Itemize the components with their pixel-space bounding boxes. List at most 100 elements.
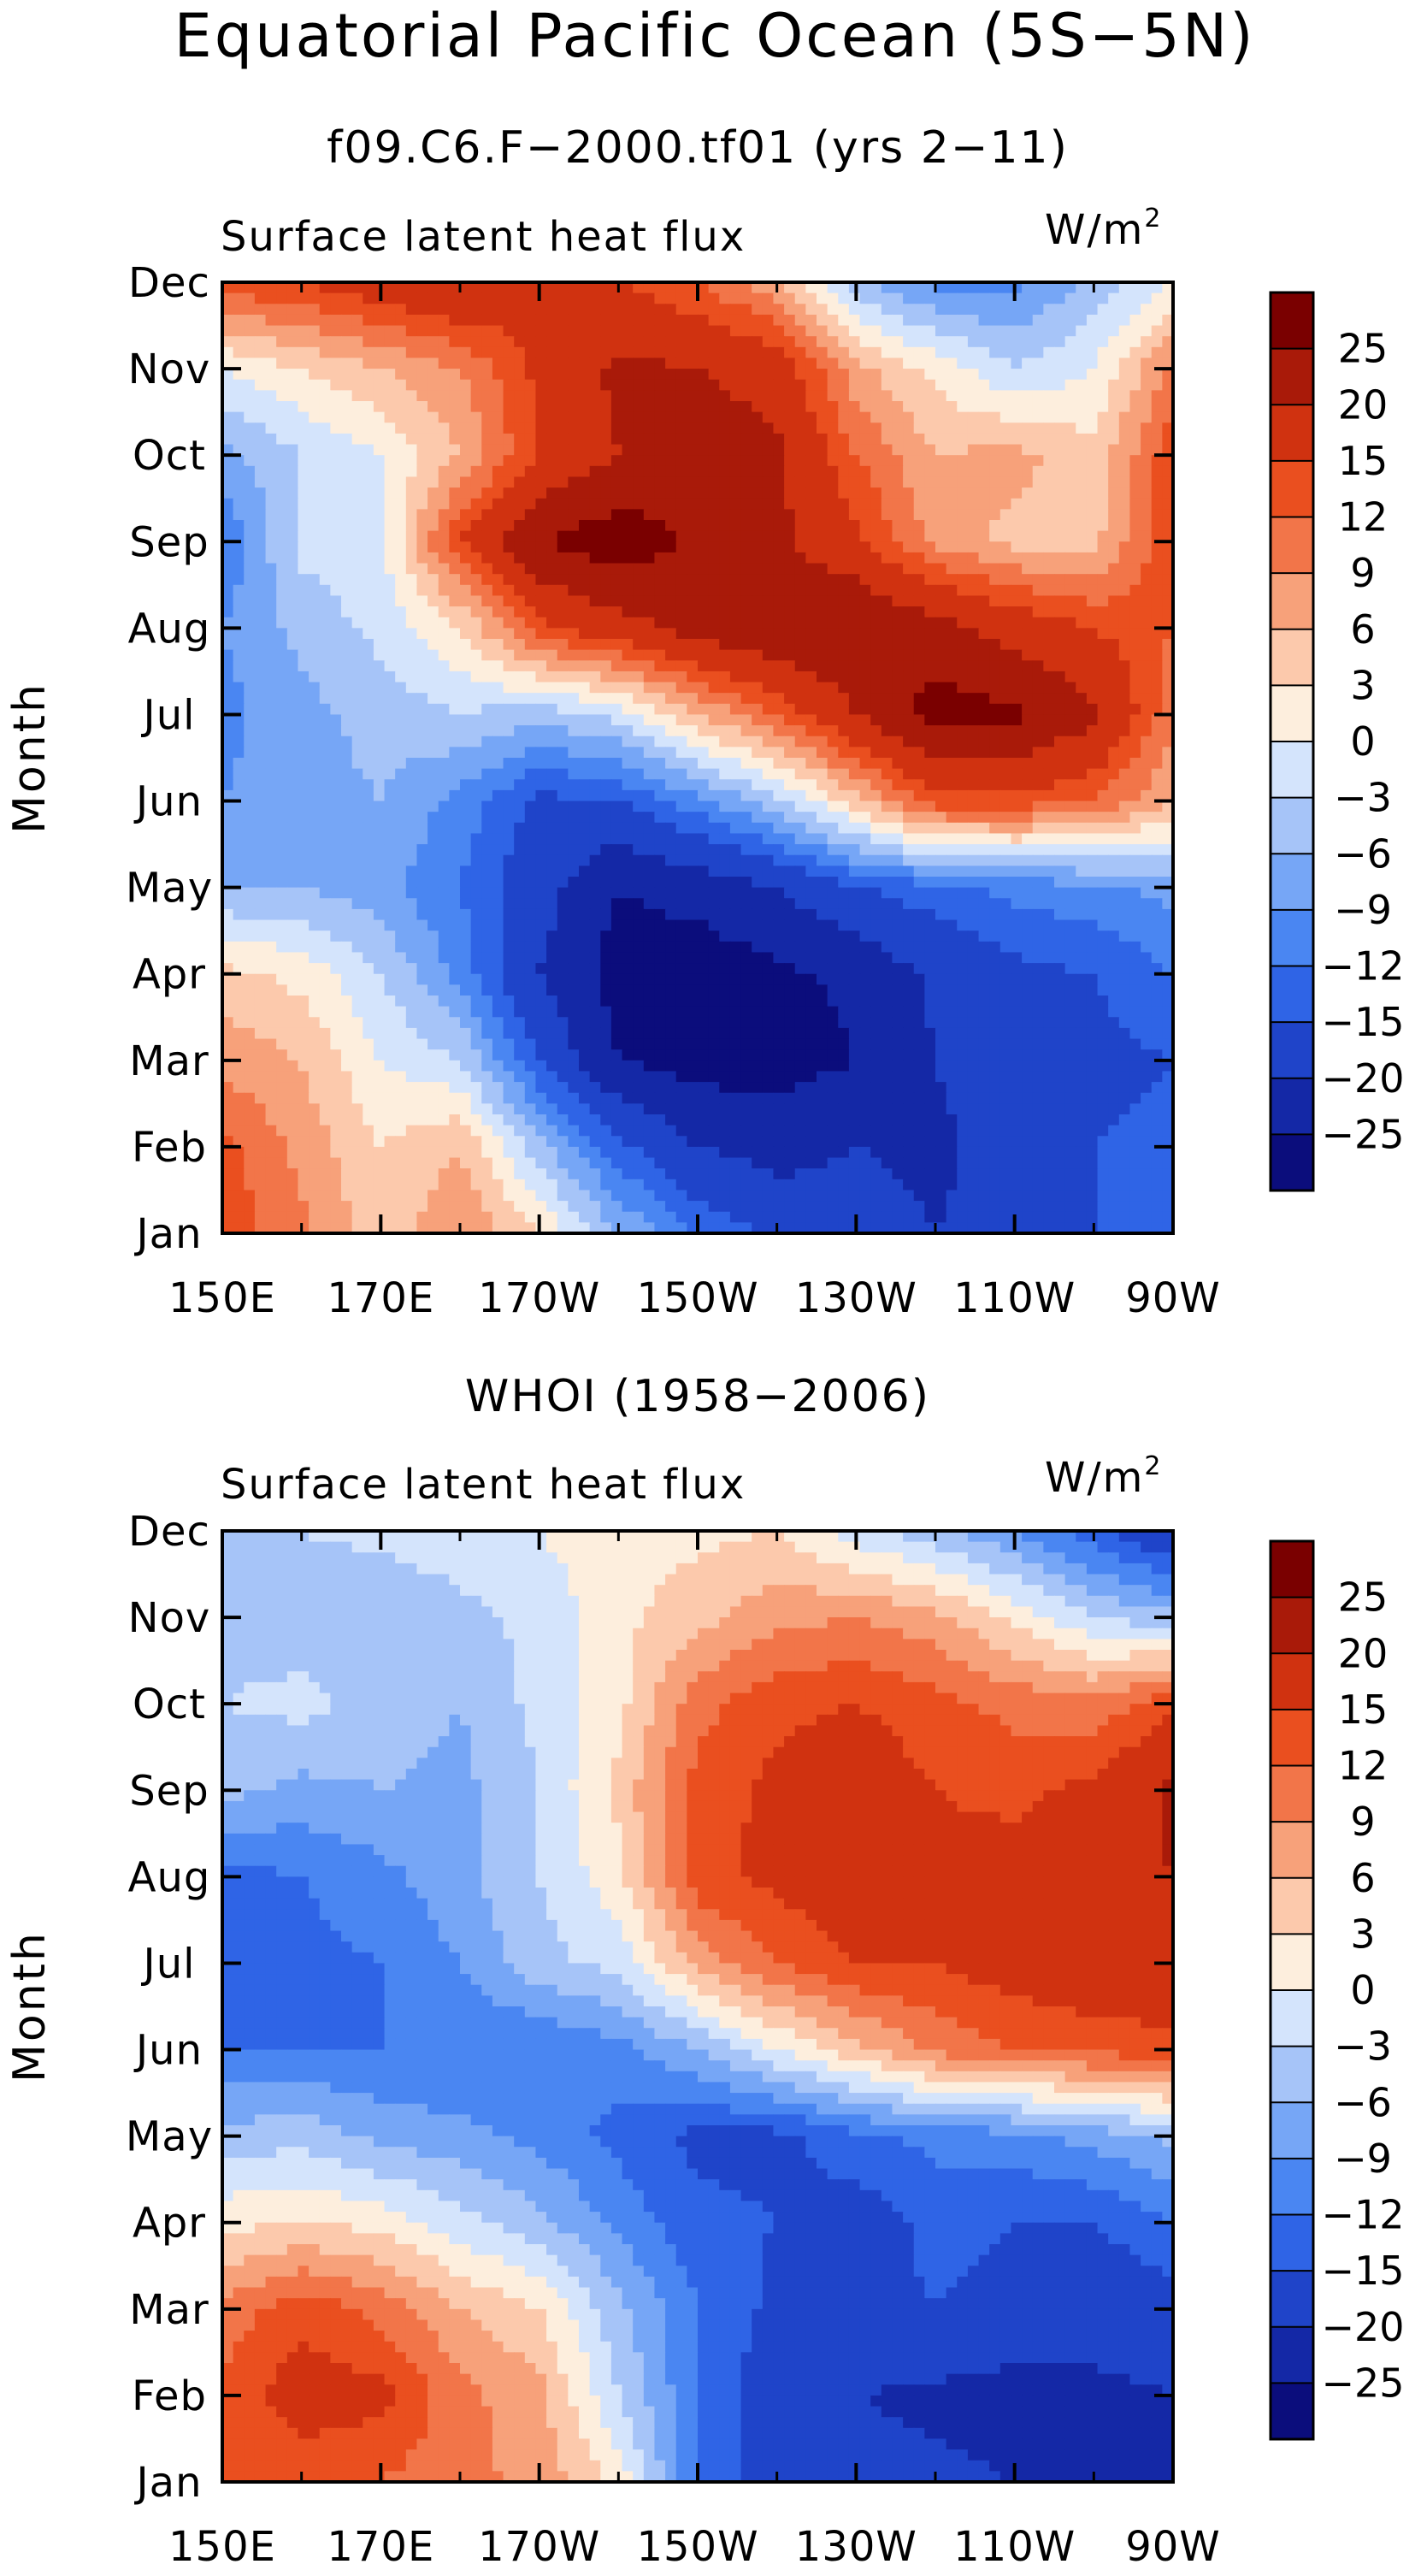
heatmap-cell: [773, 390, 785, 402]
heatmap-cell: [449, 628, 461, 640]
heatmap-cell: [1108, 357, 1120, 369]
heatmap-cell: [622, 433, 634, 446]
heatmap-cell: [330, 336, 342, 348]
heatmap-cell: [762, 703, 775, 716]
heatmap-cell: [633, 682, 645, 694]
heatmap-cell: [395, 833, 407, 845]
heatmap-cell: [610, 866, 623, 877]
heatmap-cell: [286, 617, 299, 629]
heatmap-cell: [740, 703, 752, 716]
heatmap-cell: [405, 693, 418, 705]
heatmap-cell: [665, 606, 677, 618]
heatmap-cell: [373, 541, 386, 553]
heatmap-cell: [1118, 779, 1131, 791]
heatmap-cell: [957, 877, 969, 889]
heatmap-cell: [665, 379, 677, 391]
heatmap-cell: [438, 498, 450, 510]
heatmap-cell: [319, 725, 331, 737]
heatmap-cell: [427, 444, 439, 456]
heatmap-cell: [740, 833, 752, 845]
heatmap-cell: [524, 844, 537, 856]
heatmap-cell: [492, 703, 504, 716]
heatmap-cell: [1097, 541, 1109, 553]
heatmap-cell: [999, 509, 1012, 521]
heatmap-cell: [1032, 725, 1044, 737]
heatmap-cell: [449, 854, 461, 866]
heatmap-cell: [1054, 357, 1066, 369]
heatmap-cell: [838, 541, 850, 553]
heatmap-cell: [481, 520, 493, 532]
heatmap-cell: [309, 422, 321, 434]
heatmap-cell: [1141, 552, 1153, 564]
heatmap-cell: [870, 758, 882, 770]
heatmap-cell: [881, 390, 893, 402]
heatmap-cell: [568, 455, 580, 467]
heatmap-cell: [859, 509, 871, 521]
heatmap-cell: [438, 552, 450, 564]
heatmap-cell: [1162, 509, 1174, 521]
heatmap-cell: [579, 877, 591, 889]
heatmap-cell: [1118, 530, 1131, 542]
heatmap-cell: [514, 703, 526, 716]
heatmap-cell: [687, 509, 699, 521]
heatmap-cell: [708, 693, 720, 705]
heatmap-cell: [633, 530, 645, 542]
heatmap-cell: [363, 628, 374, 640]
heatmap-cell: [298, 304, 310, 316]
heatmap-cell: [762, 476, 775, 488]
heatmap-cell: [535, 465, 547, 478]
heatmap-cell: [1141, 390, 1153, 402]
heatmap-cell: [1108, 498, 1120, 510]
heatmap-cell: [546, 282, 558, 294]
heatmap-cell: [989, 552, 1001, 564]
heatmap-cell: [589, 325, 601, 337]
heatmap-cell: [967, 758, 980, 770]
heatmap-cell: [492, 801, 504, 812]
heatmap-cell: [416, 509, 428, 521]
heatmap-cell: [1022, 682, 1034, 694]
heatmap-cell: [622, 595, 634, 607]
heatmap-cell: [740, 325, 752, 337]
heatmap-cell: [589, 595, 601, 607]
heatmap-cell: [470, 304, 482, 316]
heatmap-cell: [1129, 336, 1141, 348]
heatmap-cell: [276, 854, 288, 866]
heatmap-cell: [881, 498, 893, 510]
heatmap-cell: [643, 509, 656, 521]
heatmap-cell: [687, 584, 699, 597]
heatmap-cell: [351, 822, 363, 835]
heatmap-cell: [610, 476, 623, 488]
heatmap-cell: [557, 725, 569, 737]
heatmap-cell: [309, 552, 321, 564]
heatmap-cell: [395, 552, 407, 564]
heatmap-cell: [946, 639, 958, 651]
heatmap-cell: [265, 325, 277, 337]
heatmap-cell: [935, 390, 947, 402]
heatmap-cell: [416, 552, 428, 564]
heatmap-cell: [579, 639, 591, 651]
heatmap-cell: [784, 336, 796, 348]
heatmap-cell: [1162, 682, 1174, 694]
heatmap-cell: [622, 714, 634, 726]
heatmap-cell: [395, 325, 407, 337]
heatmap-cell: [514, 379, 526, 391]
heatmap-cell: [903, 314, 915, 327]
heatmap-cell: [719, 628, 731, 640]
heatmap-cell: [449, 779, 461, 791]
heatmap-cell: [427, 660, 439, 672]
heatmap-cell: [698, 369, 710, 381]
heatmap-cell: [1108, 595, 1120, 607]
heatmap-cell: [1043, 660, 1055, 672]
heatmap-cell: [1032, 812, 1044, 824]
heatmap-cell: [244, 422, 256, 434]
heatmap-cell: [881, 433, 893, 446]
heatmap-cell: [740, 822, 752, 835]
heatmap-cell: [395, 498, 407, 510]
heatmap-cell: [319, 530, 331, 542]
heatmap-cell: [416, 725, 428, 737]
heatmap-cell: [719, 314, 731, 327]
heatmap-cell: [330, 639, 342, 651]
heatmap-cell: [298, 476, 310, 488]
heatmap-cell: [460, 822, 472, 835]
heatmap-cell: [373, 639, 386, 651]
